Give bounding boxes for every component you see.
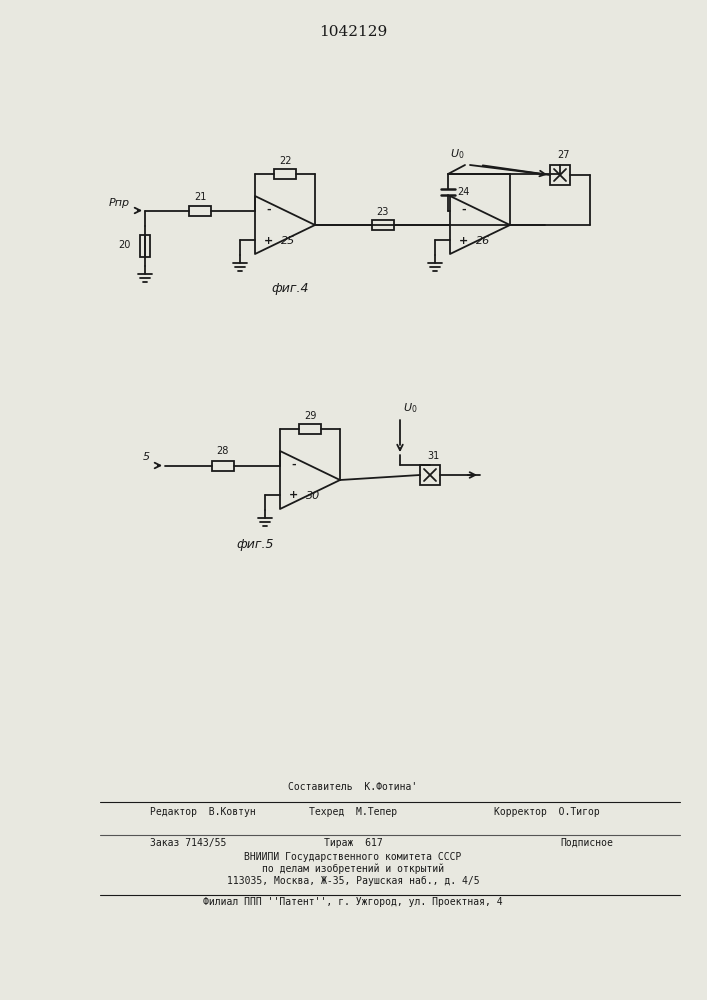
- Text: Корректор  О.Тигор: Корректор О.Тигор: [494, 807, 600, 817]
- Text: 1042129: 1042129: [319, 25, 387, 39]
- Bar: [550, 165, 570, 185]
- Text: 113035, Москва, Ж-35, Раушская наб., д. 4/5: 113035, Москва, Ж-35, Раушская наб., д. …: [227, 876, 479, 886]
- Text: фиг.5: фиг.5: [236, 538, 274, 551]
- Text: ВНИИПИ Государственного комитета СССР: ВНИИПИ Государственного комитета СССР: [245, 852, 462, 862]
- Text: 26: 26: [476, 236, 490, 246]
- Bar: [211, 460, 233, 471]
- Bar: [299, 424, 321, 434]
- Bar: [420, 465, 440, 485]
- Text: -: -: [291, 460, 296, 470]
- Text: 27: 27: [556, 150, 569, 160]
- Text: 21: 21: [194, 192, 206, 202]
- Bar: [274, 169, 296, 179]
- Text: Редактор  В.Ковтун: Редактор В.Ковтун: [150, 807, 256, 817]
- Text: 28: 28: [216, 446, 228, 456]
- Text: Рпр: Рпр: [109, 198, 130, 208]
- Bar: [371, 220, 394, 230]
- Text: $U_0$: $U_0$: [450, 147, 465, 161]
- Bar: [140, 234, 150, 256]
- Text: Тираж  617: Тираж 617: [324, 838, 382, 848]
- Text: 23: 23: [376, 207, 389, 217]
- Text: +: +: [288, 490, 298, 500]
- Text: по делам изобретений и открытий: по делам изобретений и открытий: [262, 864, 444, 874]
- Text: +: +: [264, 235, 273, 245]
- Text: -: -: [461, 205, 465, 215]
- Text: Техред  М.Тепер: Техред М.Тепер: [309, 807, 397, 817]
- Text: $U_0$: $U_0$: [403, 401, 418, 415]
- Text: 29: 29: [304, 411, 316, 421]
- Text: +: +: [459, 235, 468, 245]
- Text: 31: 31: [427, 451, 439, 461]
- Text: 24: 24: [457, 187, 469, 197]
- Bar: [189, 206, 211, 216]
- Text: 5: 5: [143, 452, 150, 462]
- Text: Филиал ППП ''Патент'', г. Ужгород, ул. Проектная, 4: Филиал ППП ''Патент'', г. Ужгород, ул. П…: [203, 897, 503, 907]
- Text: 25: 25: [281, 236, 295, 246]
- Text: Заказ 7143/55: Заказ 7143/55: [150, 838, 226, 848]
- Text: 30: 30: [306, 491, 320, 501]
- Text: Подписное: Подписное: [560, 838, 613, 848]
- Text: 22: 22: [279, 156, 291, 166]
- Text: -: -: [266, 205, 271, 215]
- Text: Составитель  К.Фотина': Составитель К.Фотина': [288, 782, 418, 792]
- Text: фиг.4: фиг.4: [271, 282, 309, 295]
- Text: 20: 20: [119, 240, 131, 250]
